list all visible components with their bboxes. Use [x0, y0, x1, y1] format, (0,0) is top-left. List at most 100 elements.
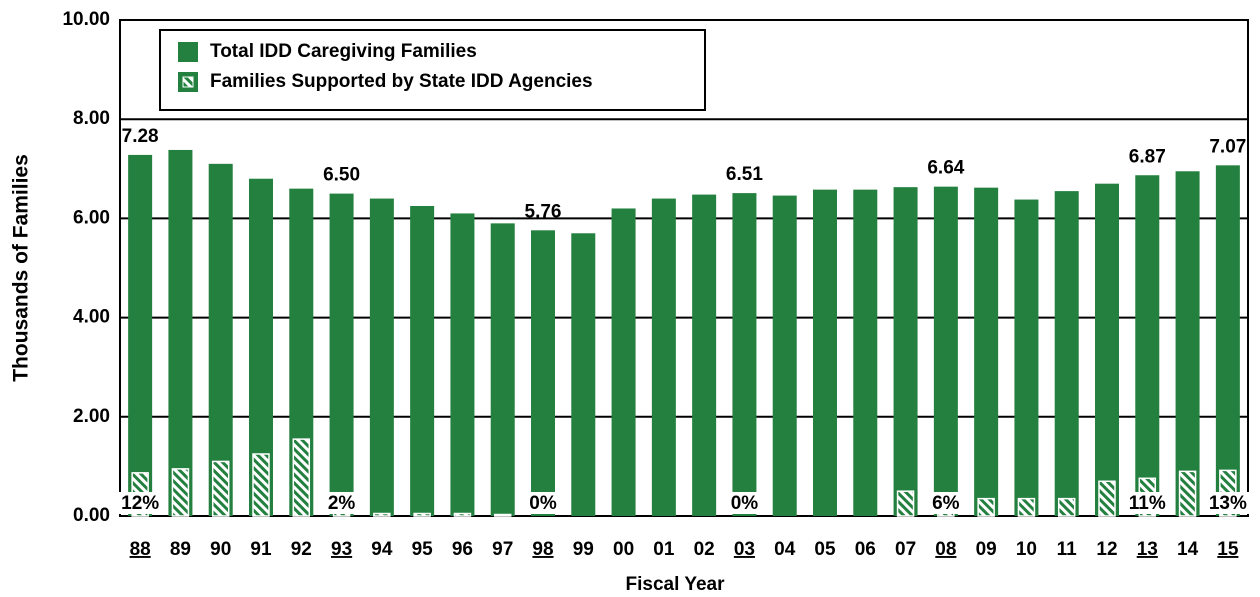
x-tick-label: 88	[130, 539, 151, 560]
y-tick-label: 6.00	[73, 207, 110, 228]
bar	[692, 194, 717, 517]
bar	[168, 149, 193, 516]
bar	[1014, 199, 1039, 516]
bar	[369, 198, 394, 516]
y-tick-label: 4.00	[73, 307, 110, 328]
percent-label-bg	[319, 492, 364, 514]
bar-supported	[1017, 497, 1036, 517]
percent-label-bg	[1205, 492, 1250, 514]
legend-hatch	[182, 76, 194, 88]
x-tick-label: 01	[653, 539, 675, 560]
percent-label: 13%	[1209, 493, 1247, 514]
value-label: 6.50	[323, 165, 360, 186]
x-tick-label: 89	[170, 539, 191, 560]
bar	[893, 187, 918, 517]
percent-label: 12%	[121, 493, 159, 514]
y-tick-label: 2.00	[73, 406, 110, 427]
percent-label-bg	[1125, 492, 1170, 514]
bar-supported	[373, 512, 391, 517]
value-label: 6.87	[1129, 146, 1166, 167]
percent-label-bg	[923, 492, 968, 514]
bar	[974, 187, 999, 516]
bar-supported	[977, 497, 995, 517]
y-tick-label: 0.00	[73, 505, 110, 526]
legend-label: Families Supported by State IDD Agencies	[210, 71, 593, 92]
bar	[1054, 191, 1079, 516]
x-tick-label: 02	[694, 539, 715, 560]
x-tick-label: 92	[291, 539, 312, 560]
bar-supported	[493, 513, 512, 517]
plot-frame	[119, 19, 1249, 517]
legend-swatch	[178, 42, 198, 62]
percent-label: 11%	[1129, 493, 1166, 514]
x-tick-label: 04	[774, 539, 796, 560]
x-tick-label: 14	[1177, 539, 1199, 560]
bar-supported	[252, 453, 270, 517]
bar	[450, 213, 475, 516]
x-axis-label: Fiscal Year	[626, 574, 726, 595]
value-label: 5.76	[525, 201, 562, 222]
x-tick-label: 90	[210, 539, 231, 560]
x-tick-label: 93	[331, 539, 352, 560]
percent-label-bg	[722, 492, 767, 514]
x-tick-label: 07	[895, 539, 916, 560]
bar-supported	[1178, 470, 1197, 517]
x-tick-label: 00	[613, 539, 634, 560]
bar	[732, 193, 757, 516]
bar-supported	[413, 512, 431, 517]
x-tick-label: 08	[935, 539, 956, 560]
x-tick-label: 06	[855, 539, 876, 560]
bar	[208, 163, 233, 516]
value-label: 7.28	[122, 126, 159, 147]
bar-supported	[896, 490, 915, 517]
x-tick-label: 94	[371, 539, 393, 560]
bar	[1135, 175, 1160, 517]
x-tick-label: 12	[1096, 539, 1117, 560]
x-tick-label: 95	[412, 539, 434, 560]
legend-box	[159, 29, 706, 111]
percent-label: 2%	[328, 493, 356, 514]
x-tick-label: 15	[1217, 539, 1239, 560]
bar	[853, 189, 878, 516]
bar	[531, 230, 555, 516]
x-tick-label: 99	[573, 539, 594, 560]
value-label: 6.64	[927, 158, 964, 179]
value-label: 6.51	[726, 164, 763, 185]
y-tick-label: 8.00	[73, 108, 110, 129]
bar	[933, 186, 958, 516]
percent-label-bg	[118, 492, 163, 514]
bar	[1215, 165, 1240, 516]
bar-supported	[1098, 480, 1116, 517]
bar	[772, 195, 797, 517]
bar	[611, 208, 636, 517]
bar	[571, 233, 596, 516]
legend-label: Total IDD Caregiving Families	[210, 41, 477, 62]
bar	[651, 198, 676, 516]
x-tick-label: 98	[532, 539, 553, 560]
bar	[329, 193, 354, 516]
bar-supported	[211, 460, 230, 517]
x-tick-label: 05	[814, 539, 836, 560]
bar-supported	[171, 468, 190, 517]
bar	[490, 223, 515, 517]
x-tick-label: 13	[1137, 539, 1158, 560]
percent-label: 6%	[932, 493, 960, 514]
percent-label-bg	[521, 492, 565, 514]
x-tick-label: 96	[452, 539, 473, 560]
bar	[813, 189, 837, 516]
bar	[410, 206, 435, 516]
bar	[1095, 183, 1119, 516]
bar-supported	[1057, 497, 1076, 517]
x-tick-label: 03	[734, 539, 755, 560]
value-label: 7.07	[1209, 136, 1246, 157]
bar	[1175, 171, 1200, 516]
x-tick-label: 10	[1016, 539, 1037, 560]
percent-label: 0%	[731, 493, 759, 514]
bar-supported	[453, 512, 472, 517]
x-tick-label: 97	[492, 539, 513, 560]
bar-supported	[292, 438, 311, 517]
bar	[128, 154, 153, 517]
x-tick-label: 11	[1057, 539, 1078, 560]
x-tick-label: 09	[976, 539, 997, 560]
